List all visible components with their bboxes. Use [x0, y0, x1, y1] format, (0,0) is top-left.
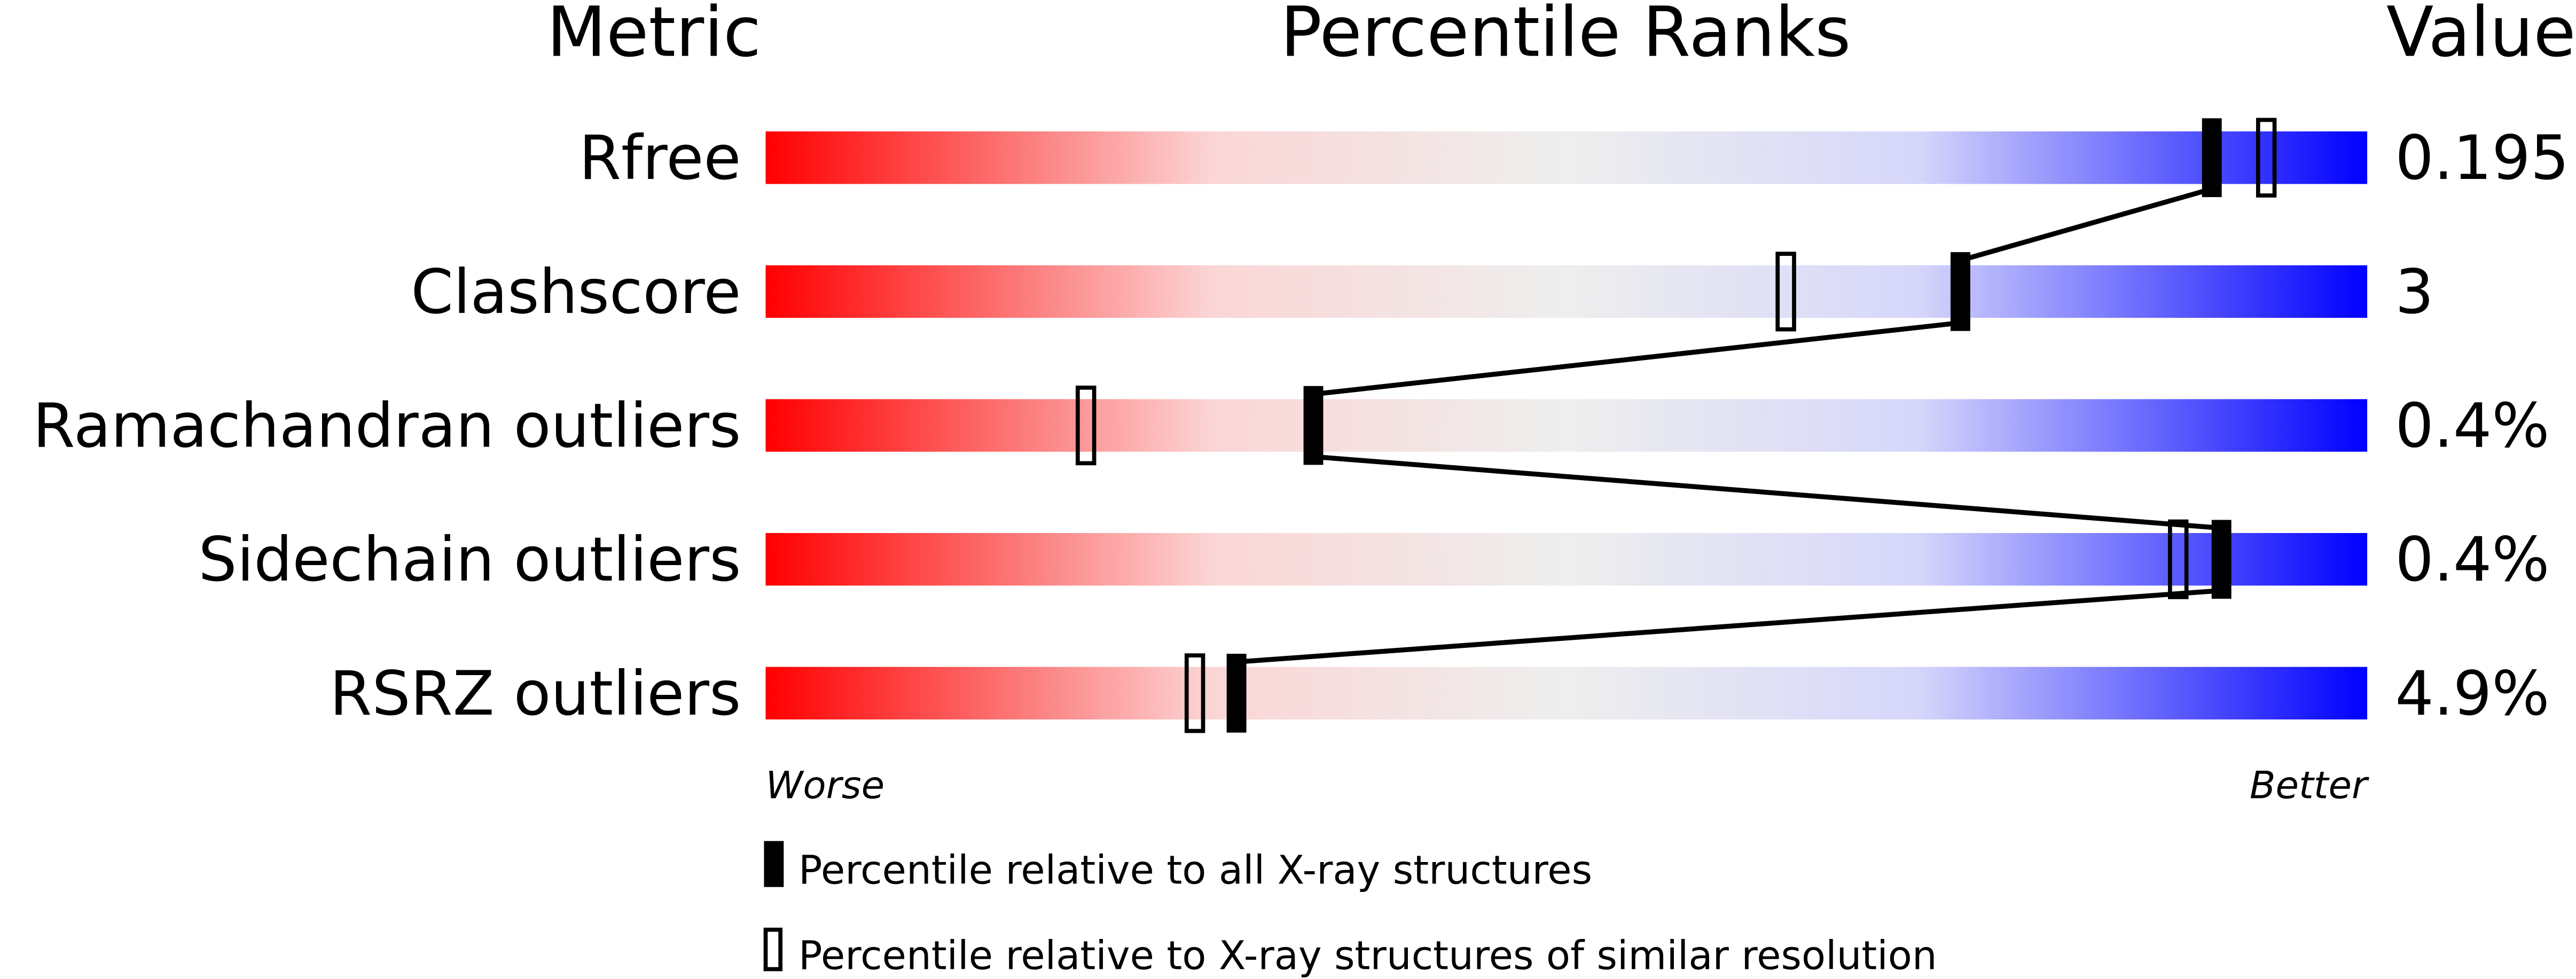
all-structures-marker	[2211, 520, 2232, 599]
percentile-bar	[765, 265, 2368, 318]
metric-label: Clashscore	[411, 256, 741, 327]
metric-label: Sidechain outliers	[198, 524, 741, 595]
all-structures-marker	[2202, 118, 2222, 198]
header-metric: Metric	[547, 0, 762, 73]
all-structures-marker	[1303, 386, 1324, 465]
percentile-bar	[765, 533, 2368, 586]
metric-value: 0.4%	[2395, 390, 2549, 461]
legend-open-marker-icon	[763, 927, 783, 972]
all-structures-marker	[1951, 252, 1970, 331]
metric-label: Rfree	[579, 122, 741, 193]
legend-label-all: Percentile relative to all X-ray structu…	[798, 848, 1592, 894]
percentile-bar	[765, 131, 2368, 184]
metric-label: RSRZ outliers	[330, 658, 741, 729]
percentile-bar	[765, 667, 2368, 720]
connector-line	[1313, 454, 2222, 531]
percentile-bar	[765, 399, 2368, 452]
connector-line	[1960, 186, 2213, 263]
connector-line	[1313, 320, 1961, 397]
similar-resolution-marker	[1075, 385, 1097, 466]
similar-resolution-marker	[2168, 519, 2189, 599]
header-value: Value	[2386, 0, 2576, 73]
metric-value: 0.4%	[2395, 524, 2549, 595]
metric-label: Ramachandran outliers	[33, 390, 741, 461]
all-structures-marker	[1226, 654, 1247, 733]
legend-filled-marker-icon	[764, 841, 784, 887]
similar-resolution-marker	[1184, 653, 1205, 733]
legend-label-similar: Percentile relative to X-ray structures …	[798, 933, 1937, 979]
header-percentile-ranks: Percentile Ranks	[1280, 0, 1851, 73]
connector-line	[1236, 588, 2222, 665]
metric-value: 0.195	[2395, 122, 2569, 193]
similar-resolution-marker	[1775, 252, 1796, 332]
metric-value: 4.9%	[2395, 658, 2549, 729]
similar-resolution-marker	[2256, 118, 2277, 198]
metric-value: 3	[2395, 256, 2433, 327]
axis-label-worse: Worse	[765, 763, 884, 808]
axis-label-better: Better	[2250, 763, 2369, 808]
